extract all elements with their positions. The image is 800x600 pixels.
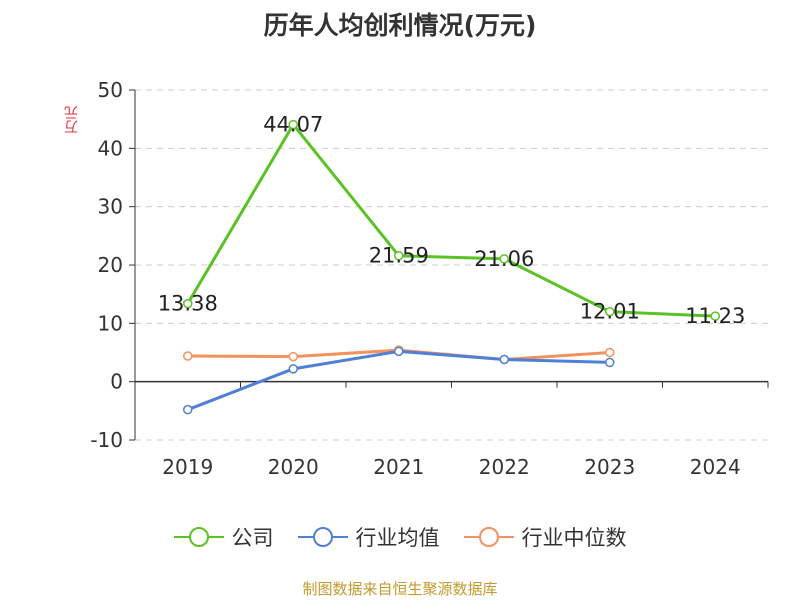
- legend-label: 行业中位数: [521, 526, 627, 550]
- data-source-note: 制图数据来自恒生聚源数据库: [302, 580, 498, 598]
- data-point: [288, 351, 298, 362]
- y-tick-label: -10: [90, 428, 123, 452]
- legend-label: 行业均值: [355, 526, 440, 550]
- data-point: [288, 119, 298, 130]
- data-point: [183, 404, 193, 415]
- x-tick-label: 2023: [584, 455, 635, 479]
- y-tick-label: 50: [98, 78, 123, 102]
- series-line: [187, 349, 610, 412]
- chart-legend: 公司 行业均值 行业中位数: [0, 522, 800, 552]
- data-point: [288, 364, 298, 374]
- x-tick-label: 2020: [268, 455, 319, 479]
- data-point: [605, 306, 615, 317]
- y-tick-label: 10: [98, 311, 123, 335]
- y-tick-label: 0: [110, 370, 123, 394]
- data-point: [605, 347, 615, 358]
- data-label: 44.07: [263, 113, 323, 137]
- data-label: 11.23: [685, 304, 745, 328]
- y-tick-label: 40: [98, 136, 123, 160]
- x-tick-label: 2021: [373, 455, 424, 479]
- data-label: 12.01: [580, 300, 640, 324]
- data-point: [394, 250, 404, 261]
- legend-line-icon: [463, 527, 514, 547]
- data-point: [499, 254, 509, 264]
- data-label: 13.38: [158, 292, 218, 316]
- data-point: [499, 354, 509, 365]
- legend-item-industry-average[interactable]: 行业均值: [297, 522, 440, 552]
- y-tick-label: 20: [98, 253, 123, 277]
- legend-line-icon: [173, 527, 224, 547]
- data-point: [710, 311, 720, 321]
- legend-item-industry-median[interactable]: 行业中位数: [463, 522, 627, 552]
- legend-line-icon: [297, 527, 348, 547]
- data-label: 21.59: [369, 244, 429, 268]
- data-point: [183, 351, 193, 361]
- data-point: [605, 357, 615, 368]
- data-point: [183, 298, 193, 309]
- data-point: [394, 346, 404, 357]
- x-tick-label: 2019: [162, 455, 213, 479]
- y-tick-label: 30: [98, 195, 123, 219]
- chart-title: 历年人均创利情况(万元): [263, 11, 537, 40]
- series-line: [186, 123, 716, 318]
- legend-item-company[interactable]: 公司: [173, 522, 274, 552]
- x-tick-label: 2024: [690, 455, 741, 479]
- data-label: 21.06: [474, 247, 534, 271]
- x-tick-label: 2022: [479, 455, 530, 479]
- legend-label: 公司: [231, 526, 274, 550]
